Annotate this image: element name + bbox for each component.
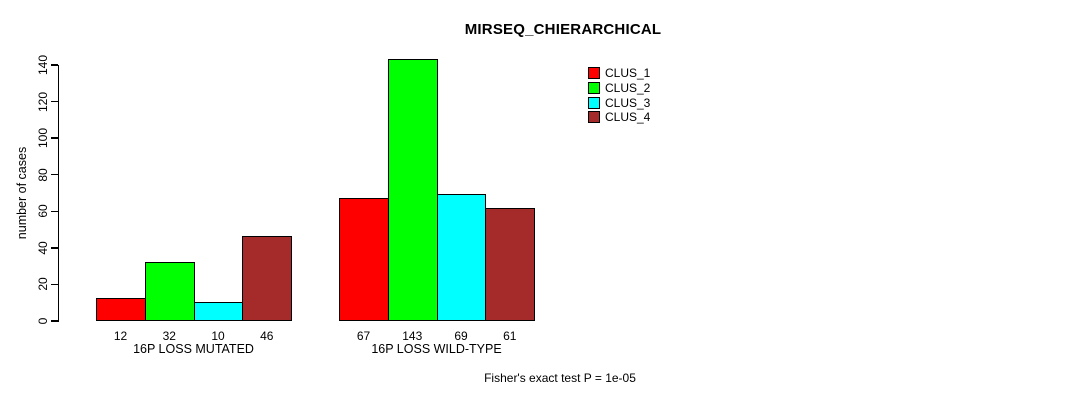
bar-value-label: 69 xyxy=(454,329,468,343)
y-tick-label: 120 xyxy=(36,91,50,112)
bar-value-label: 143 xyxy=(402,329,423,343)
bar-clus-1 xyxy=(96,298,146,321)
legend-swatch-icon xyxy=(588,82,600,95)
bar-clus-2 xyxy=(387,58,438,321)
legend-swatch-icon xyxy=(588,96,600,109)
bar-value-label: 61 xyxy=(503,329,517,343)
y-tick-mark xyxy=(51,283,58,286)
legend: CLUS_1 CLUS_2 CLUS_3 CLUS_4 xyxy=(588,66,650,125)
legend-item-clus-1: CLUS_1 xyxy=(588,66,650,81)
y-axis xyxy=(57,65,59,322)
legend-swatch-icon xyxy=(588,67,600,80)
bar-clus-4 xyxy=(242,235,292,321)
y-tick-mark xyxy=(51,174,58,176)
y-tick-label: 0 xyxy=(36,317,50,325)
bar-clus-1 xyxy=(339,197,389,321)
category-label: 16P LOSS WILD-TYPE xyxy=(371,342,502,356)
y-tick-mark xyxy=(51,137,58,139)
y-tick-mark xyxy=(51,210,58,212)
y-tick-mark xyxy=(51,100,58,103)
chart-title: MIRSEQ_CHIERARCHICAL xyxy=(464,21,662,38)
y-tick-label: 100 xyxy=(36,128,50,149)
bar-clus-3 xyxy=(436,193,487,321)
legend-label: CLUS_4 xyxy=(605,110,651,125)
legend-item-clus-4: CLUS_4 xyxy=(588,110,650,125)
y-tick-label: 60 xyxy=(36,204,50,218)
legend-item-clus-2: CLUS_2 xyxy=(588,81,650,96)
bar-clus-4 xyxy=(485,208,535,321)
bar-value-label: 46 xyxy=(260,329,274,343)
category-label: 16P LOSS MUTATED xyxy=(133,342,254,356)
y-tick-label: 80 xyxy=(36,168,50,182)
y-tick-mark xyxy=(51,64,58,66)
y-tick-mark xyxy=(51,320,58,322)
fisher-test-annotation: Fisher's exact test P = 1e-05 xyxy=(484,371,636,385)
bar-value-label: 67 xyxy=(356,329,371,343)
y-tick-label: 140 xyxy=(36,54,50,76)
legend-label: CLUS_1 xyxy=(605,66,651,81)
y-tick-label: 20 xyxy=(36,277,50,292)
y-axis-label: number of cases xyxy=(15,146,29,240)
legend-label: CLUS_3 xyxy=(605,95,651,110)
bar-value-label: 12 xyxy=(113,329,128,343)
legend-swatch-icon xyxy=(588,111,600,124)
bar-clus-3 xyxy=(193,301,244,321)
bar-clus-2 xyxy=(144,261,195,321)
bar-value-label: 32 xyxy=(162,329,176,343)
y-tick-label: 40 xyxy=(36,241,50,255)
legend-label: CLUS_2 xyxy=(605,81,651,96)
y-tick-mark xyxy=(51,247,58,249)
bar-value-label: 10 xyxy=(211,329,225,343)
legend-item-clus-3: CLUS_3 xyxy=(588,95,650,110)
